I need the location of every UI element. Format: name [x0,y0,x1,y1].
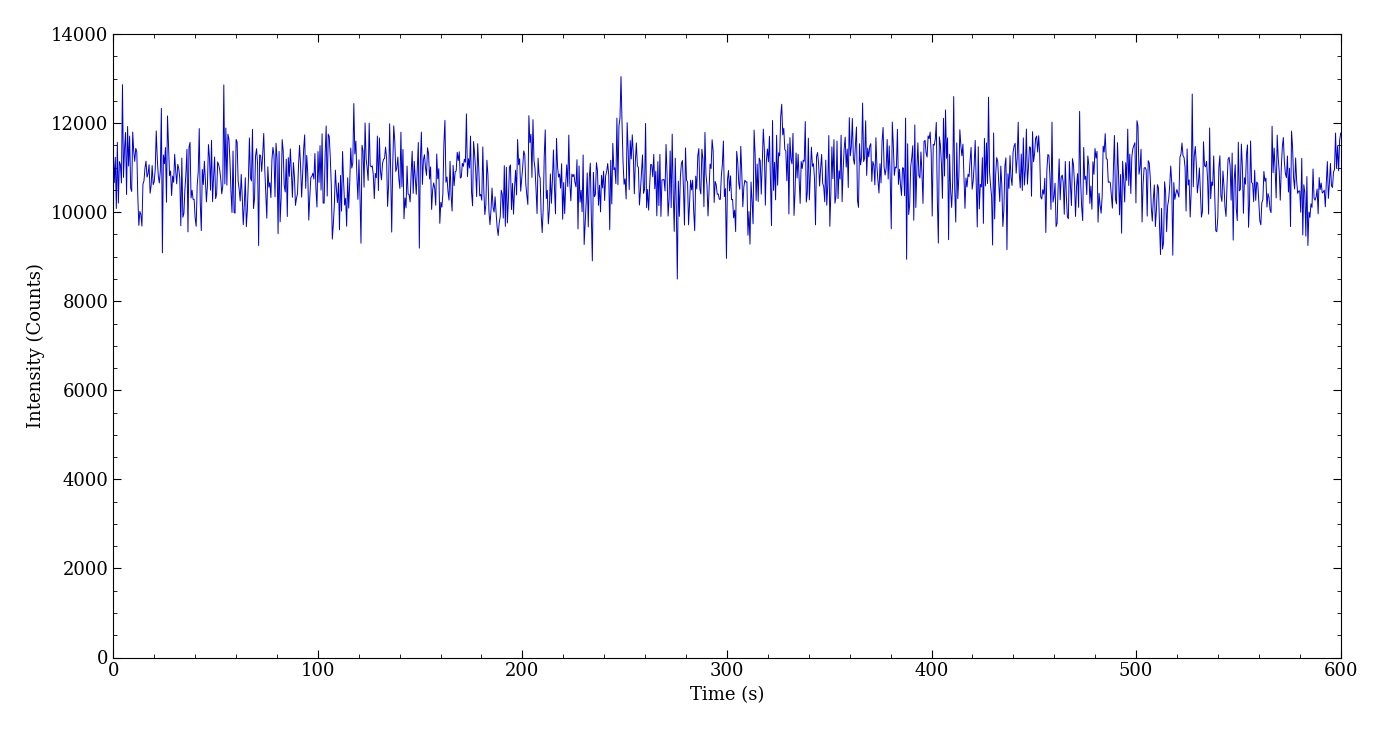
Y-axis label: Intensity (Counts): Intensity (Counts) [28,263,46,428]
X-axis label: Time (s): Time (s) [690,686,765,704]
